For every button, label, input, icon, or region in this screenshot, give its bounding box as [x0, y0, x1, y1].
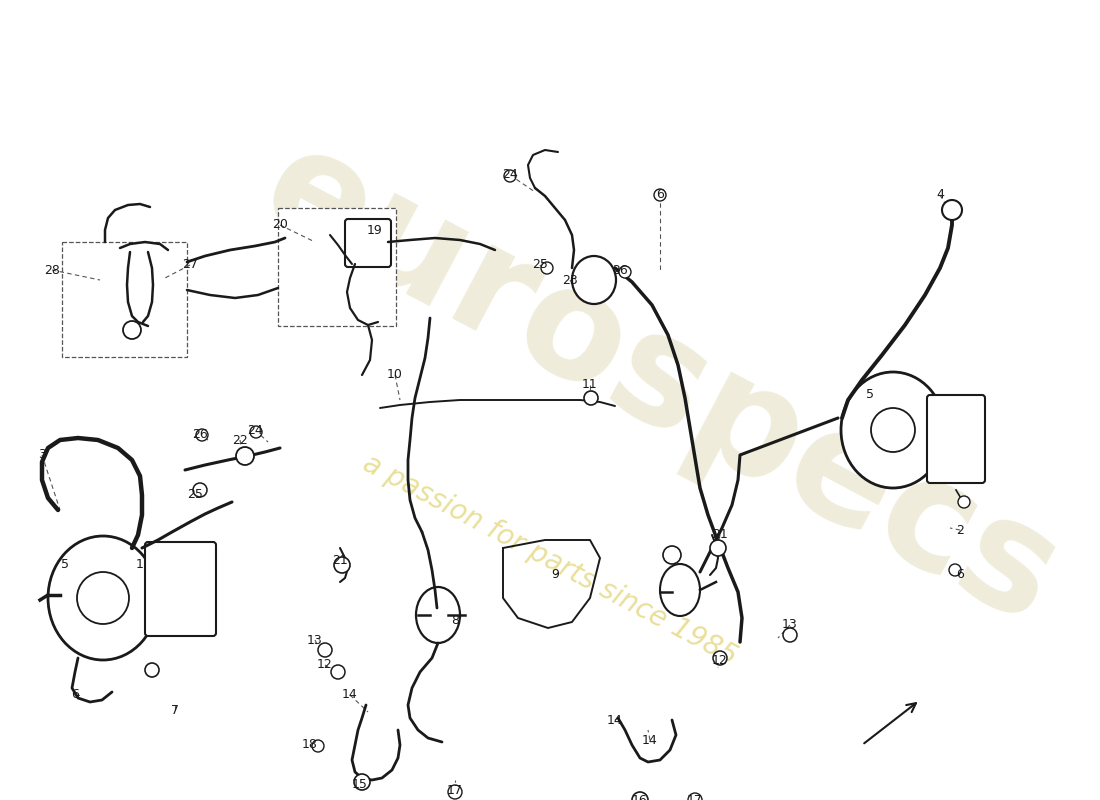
Circle shape [584, 391, 598, 405]
Text: 25: 25 [532, 258, 548, 271]
Text: 14: 14 [642, 734, 658, 746]
Circle shape [196, 429, 208, 441]
Bar [62, 242, 187, 357]
Circle shape [871, 408, 915, 452]
Circle shape [958, 496, 970, 508]
Text: 2: 2 [956, 523, 964, 537]
Text: 20: 20 [272, 218, 288, 231]
Circle shape [783, 628, 798, 642]
Circle shape [318, 643, 332, 657]
Ellipse shape [842, 372, 945, 488]
Circle shape [250, 426, 262, 438]
FancyBboxPatch shape [927, 395, 984, 483]
Circle shape [619, 266, 631, 278]
Text: 21: 21 [332, 554, 348, 566]
Text: 8: 8 [451, 614, 459, 626]
Text: 7: 7 [170, 703, 179, 717]
Text: 3: 3 [39, 449, 46, 462]
Text: 15: 15 [352, 778, 367, 791]
Circle shape [688, 793, 702, 800]
Circle shape [541, 262, 553, 274]
Circle shape [710, 540, 726, 556]
Text: 23: 23 [562, 274, 578, 286]
Text: 26: 26 [612, 263, 628, 277]
Text: 6: 6 [956, 569, 964, 582]
Circle shape [145, 663, 160, 677]
Circle shape [123, 321, 141, 339]
Text: 4: 4 [936, 189, 944, 202]
Text: 1: 1 [136, 558, 144, 571]
Text: 24: 24 [502, 169, 518, 182]
Text: a passion for parts since 1985: a passion for parts since 1985 [359, 449, 741, 671]
Text: 14: 14 [342, 689, 358, 702]
Text: 9: 9 [551, 569, 559, 582]
Text: 17: 17 [447, 783, 463, 797]
Text: 14: 14 [607, 714, 623, 726]
Text: 13: 13 [307, 634, 323, 646]
Text: 6: 6 [72, 689, 79, 702]
Bar [278, 208, 396, 326]
Circle shape [504, 170, 516, 182]
Text: 26: 26 [192, 429, 208, 442]
Text: 28: 28 [44, 263, 59, 277]
Text: 25: 25 [187, 489, 202, 502]
Circle shape [77, 572, 129, 624]
Circle shape [632, 792, 648, 800]
Text: 6: 6 [656, 189, 664, 202]
Circle shape [448, 785, 462, 799]
Ellipse shape [660, 564, 700, 616]
Ellipse shape [416, 587, 460, 643]
Circle shape [192, 483, 207, 497]
Text: 13: 13 [782, 618, 797, 631]
Circle shape [654, 189, 666, 201]
Circle shape [942, 200, 962, 220]
Circle shape [713, 651, 727, 665]
Text: 11: 11 [582, 378, 598, 391]
Text: 19: 19 [367, 223, 383, 237]
Text: 12: 12 [712, 654, 728, 666]
Circle shape [312, 740, 324, 752]
FancyBboxPatch shape [345, 219, 390, 267]
Ellipse shape [48, 536, 158, 660]
Text: 22: 22 [232, 434, 248, 446]
Circle shape [331, 665, 345, 679]
Text: 18: 18 [302, 738, 318, 751]
Text: 5: 5 [866, 389, 874, 402]
Text: 17: 17 [688, 794, 703, 800]
Text: 12: 12 [317, 658, 333, 671]
Circle shape [949, 564, 961, 576]
Circle shape [354, 774, 370, 790]
Text: 24: 24 [248, 423, 263, 437]
Circle shape [334, 557, 350, 573]
Circle shape [236, 447, 254, 465]
Text: eurospecs: eurospecs [238, 112, 1082, 656]
Circle shape [663, 546, 681, 564]
FancyBboxPatch shape [145, 542, 216, 636]
Text: 5: 5 [60, 558, 69, 571]
Text: 21: 21 [712, 529, 728, 542]
Text: 16: 16 [632, 794, 648, 800]
Ellipse shape [572, 256, 616, 304]
Text: 27: 27 [183, 258, 198, 271]
Text: 10: 10 [387, 369, 403, 382]
